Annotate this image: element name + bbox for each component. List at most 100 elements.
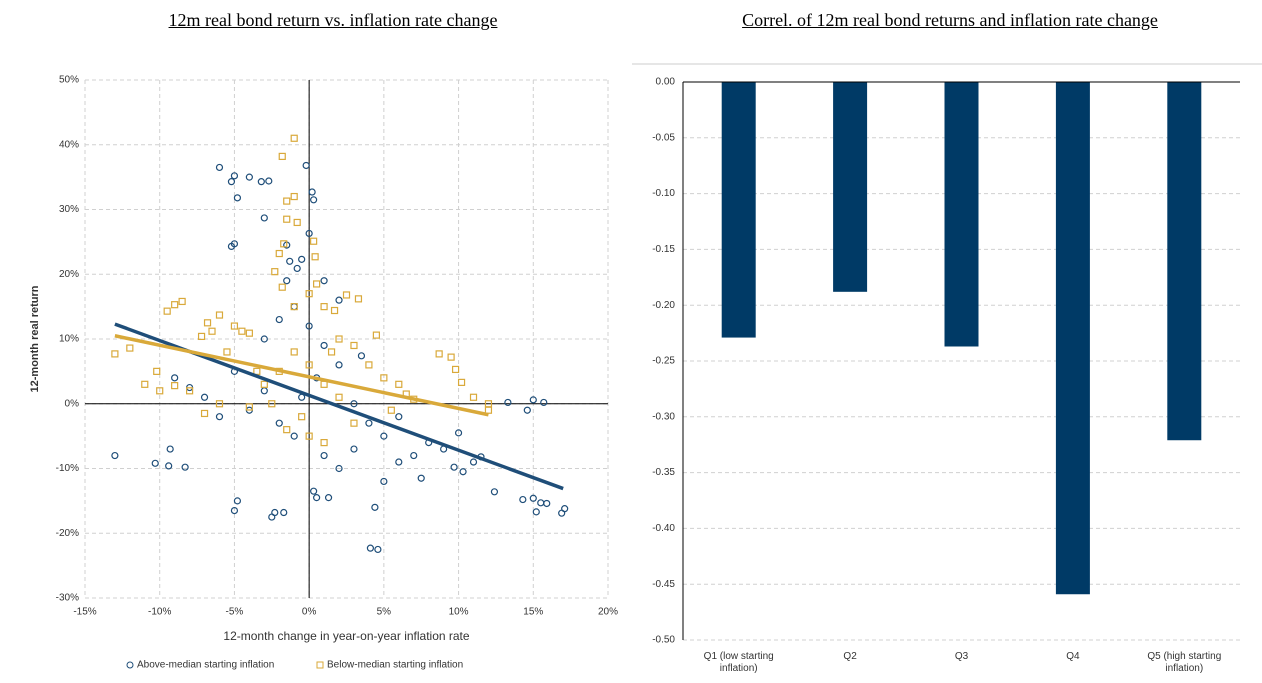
point [484, 406, 493, 414]
y-tick-label: -0.25 [652, 356, 675, 367]
point [203, 319, 212, 327]
point [166, 445, 174, 453]
point [290, 134, 298, 142]
point [278, 152, 286, 161]
point [233, 194, 242, 202]
point [197, 332, 206, 341]
point [283, 197, 291, 205]
bar [944, 82, 979, 347]
point [543, 499, 551, 508]
point [308, 188, 316, 196]
point [257, 178, 265, 186]
point [283, 215, 291, 223]
point [354, 295, 363, 303]
point [298, 413, 306, 421]
point [561, 505, 569, 513]
point [350, 400, 358, 408]
point [275, 315, 283, 324]
point [310, 237, 318, 245]
point [311, 253, 319, 261]
point [451, 365, 460, 374]
point [395, 380, 403, 388]
x-tick-label: -10% [148, 607, 171, 618]
point [286, 257, 294, 265]
point [320, 303, 328, 311]
point [238, 327, 246, 335]
x-tick-label: Q4 [1066, 651, 1080, 662]
y-tick-label: -20% [56, 528, 79, 539]
point [387, 406, 395, 414]
point [245, 173, 253, 181]
y-tick-label: -0.20 [652, 300, 675, 311]
bar [721, 82, 756, 338]
point [215, 311, 224, 319]
point [490, 488, 499, 496]
point [233, 497, 242, 505]
y-tick-label: 0% [65, 398, 80, 409]
point [469, 393, 478, 401]
point [320, 341, 328, 350]
point [335, 393, 343, 401]
point [280, 240, 288, 248]
point [350, 341, 358, 350]
point [305, 322, 313, 330]
y-tick-label: -0.05 [652, 132, 675, 143]
point [335, 335, 343, 343]
point [417, 474, 425, 482]
legend-marker [126, 661, 134, 669]
point [327, 348, 336, 356]
point [380, 432, 388, 440]
point [215, 163, 224, 172]
point [230, 322, 239, 330]
point [283, 277, 291, 285]
point [395, 413, 403, 421]
point [310, 196, 318, 204]
point [372, 331, 380, 339]
point [380, 374, 388, 382]
point [215, 413, 224, 421]
y-tick-label: 20% [59, 269, 79, 280]
y-tick-label: -0.45 [652, 579, 675, 590]
point [171, 374, 179, 382]
point [215, 400, 224, 408]
y-tick-label: 30% [59, 204, 79, 215]
point [111, 451, 119, 460]
point [450, 463, 458, 471]
point [268, 400, 276, 408]
point [313, 494, 321, 502]
point [305, 361, 313, 369]
point [320, 277, 328, 285]
point [245, 403, 253, 411]
point [320, 439, 328, 447]
point [293, 218, 301, 227]
bar [833, 82, 868, 292]
point [537, 499, 545, 507]
chart-title: Correl. of 12m real bond returns and inf… [742, 10, 1158, 30]
point [260, 380, 268, 388]
point [200, 393, 209, 401]
point [454, 429, 463, 437]
point [275, 419, 283, 427]
bar [1167, 82, 1202, 441]
point [365, 419, 373, 427]
x-tick-label: -15% [73, 607, 96, 618]
point [165, 462, 173, 470]
point [335, 464, 343, 473]
point [186, 387, 194, 395]
point [151, 459, 159, 467]
y-tick-label: -30% [56, 593, 79, 604]
point [459, 468, 467, 476]
x-tick-label: 10% [449, 607, 469, 618]
point [342, 291, 351, 299]
point [290, 192, 298, 201]
point [457, 378, 466, 386]
point [371, 503, 379, 511]
point [320, 451, 328, 460]
bar [1055, 82, 1090, 595]
point [335, 361, 343, 369]
point [305, 290, 313, 298]
point [253, 367, 261, 375]
point [504, 398, 512, 407]
point [290, 303, 298, 311]
